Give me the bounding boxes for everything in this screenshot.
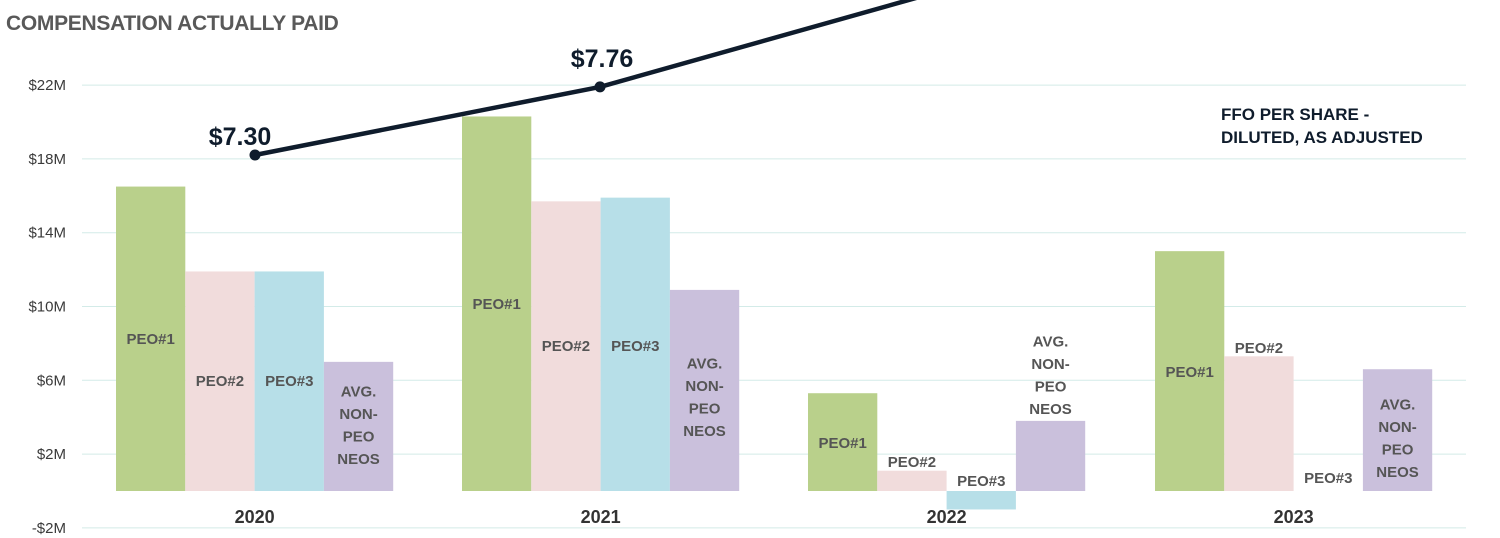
bar-label: PEO xyxy=(343,428,375,445)
bar xyxy=(600,197,670,491)
ffo-line xyxy=(254,0,918,158)
bar-label: PEO xyxy=(1382,441,1414,458)
bar-label: AVG. xyxy=(341,383,377,400)
y-tick-label: $10M xyxy=(28,299,66,316)
bar xyxy=(669,289,740,491)
ffo-point xyxy=(594,81,606,93)
bar-label: PEO#2 xyxy=(888,454,936,471)
ffo-legend-label: FFO PER SHARE - xyxy=(1221,105,1369,124)
bar-labels-layer: 2020 2021 2022 2023 PEO#1 PEO#1 PEO#1 PEO#1 PEO#… xyxy=(126,296,1418,527)
category-label: 2020 xyxy=(235,507,275,527)
bar-label: NEOS xyxy=(1029,401,1072,418)
bar-label: PEO xyxy=(1035,378,1067,395)
bar-label: NON- xyxy=(685,378,723,395)
bar-label: PEO#1 xyxy=(818,435,866,452)
y-tick-label: $14M xyxy=(28,225,66,242)
bar-label: PEO#1 xyxy=(472,296,520,313)
bar xyxy=(946,491,1016,510)
bar-label: PEO#2 xyxy=(196,373,244,390)
bar-label: NEOS xyxy=(337,451,380,468)
y-tick-label: -$2M xyxy=(32,520,66,537)
bar-label: NEOS xyxy=(1376,464,1419,481)
bar xyxy=(1155,251,1225,491)
bar-label: PEO#1 xyxy=(1165,364,1213,381)
ffo-legend-label: DILUTED, AS ADJUSTED xyxy=(1221,128,1423,147)
bar xyxy=(462,116,532,491)
y-tick-label: $22M xyxy=(28,77,66,94)
bar-label: PEO#3 xyxy=(265,373,313,390)
bar-label: PEO xyxy=(689,400,721,417)
bar-label: PEO#3 xyxy=(957,473,1005,490)
bar xyxy=(1224,356,1294,491)
y-tick-label: $6M xyxy=(37,372,66,389)
y-tick-label: $18M xyxy=(28,151,66,168)
bar xyxy=(116,186,186,491)
bar-label: PEO#3 xyxy=(1304,470,1352,487)
bar-label: NON- xyxy=(1378,419,1416,436)
bar-label: NON- xyxy=(1031,356,1069,373)
bar-label: AVG. xyxy=(687,355,723,372)
category-label: 2022 xyxy=(927,507,967,527)
bar xyxy=(323,361,394,491)
chart-title: COMPENSATION ACTUALLY PAID xyxy=(6,12,339,35)
bars-layer xyxy=(116,116,1433,510)
bar-label: PEO#2 xyxy=(1235,340,1283,357)
bar xyxy=(185,271,255,491)
bar xyxy=(254,271,324,491)
bar xyxy=(1362,369,1433,491)
bar-label: AVG. xyxy=(1033,333,1069,350)
ffo-value-label: $7.76 xyxy=(571,45,634,73)
bar xyxy=(1015,420,1086,491)
category-label: 2023 xyxy=(1274,507,1314,527)
y-tick-label: $2M xyxy=(37,446,66,463)
bar-label: PEO#3 xyxy=(611,338,659,355)
category-label: 2021 xyxy=(581,507,621,527)
bar-label: PEO#2 xyxy=(542,338,590,355)
bar-label: NON- xyxy=(339,406,377,423)
bar-label: AVG. xyxy=(1380,396,1416,413)
bar xyxy=(808,393,878,491)
bar xyxy=(531,201,601,491)
ffo-value-label: $7.30 xyxy=(209,123,272,151)
bar-label: NEOS xyxy=(683,423,726,440)
bar xyxy=(877,470,947,491)
bar-label: PEO#1 xyxy=(126,331,174,348)
ffo-line-layer: $7.30$7.76$8.42$8.97FFO PER SHARE -DILUT… xyxy=(209,0,1423,161)
ffo-point xyxy=(249,149,261,161)
